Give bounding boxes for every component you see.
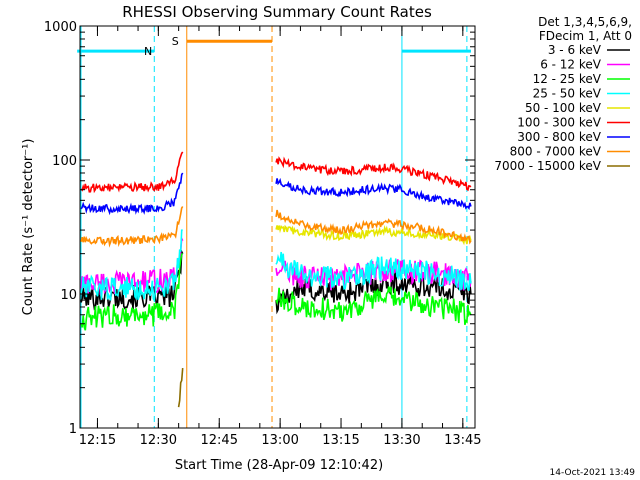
- chart-title: RHESSI Observing Summary Count Rates: [122, 3, 432, 21]
- legend-entry-label: 800 - 7000 keV: [510, 145, 602, 159]
- legend-header-line-1: Det 1,3,4,5,6,9,: [538, 15, 632, 29]
- series-line: [275, 156, 472, 192]
- y-axis-label: Count Rate (s⁻¹ detector⁻¹): [21, 139, 36, 316]
- legend-entry-label: 100 - 300 keV: [517, 116, 601, 130]
- y-tick-label: 100: [52, 154, 77, 169]
- series-line: [80, 229, 183, 303]
- legend-entry-label: 300 - 800 keV: [517, 130, 601, 144]
- x-tick-label: 13:45: [444, 433, 481, 448]
- series-layer: [80, 151, 472, 408]
- series-line: [80, 172, 184, 216]
- series-line: [80, 252, 183, 331]
- timestamp: 14-Oct-2021 13:49: [550, 468, 636, 478]
- series-line: [275, 177, 472, 211]
- legend-entry-label: 7000 - 15000 keV: [494, 159, 601, 173]
- y-tick-label: 1: [69, 422, 77, 437]
- series-line: [275, 251, 472, 291]
- series-line: [80, 151, 184, 194]
- annotation-label: N: [144, 45, 152, 58]
- legend-entry-label: 12 - 25 keV: [533, 72, 602, 86]
- series-line: [275, 209, 472, 245]
- series-line: [80, 206, 184, 248]
- x-tick-label: 13:00: [261, 433, 298, 448]
- x-tick-label: 13:15: [322, 433, 359, 448]
- series-line: [177, 368, 184, 408]
- x-tick-label: 12:30: [140, 433, 177, 448]
- x-tick-label: 12:45: [201, 433, 238, 448]
- plot-frame: [79, 25, 476, 429]
- legend-entry-label: 6 - 12 keV: [540, 58, 602, 72]
- legend: Det 1,3,4,5,6,9, FDecim 1, Att 0 3 - 6 k…: [494, 15, 632, 173]
- y-tick-label: 10: [60, 288, 77, 303]
- annotation-label: S: [172, 35, 179, 48]
- annotations-layer: NS: [77, 26, 471, 428]
- x-tick-label: 12:15: [79, 433, 116, 448]
- x-tick-label: 13:30: [383, 433, 420, 448]
- axes-layer: 1 10 100 1000 12:15 12:30 12:45 13:00 13:15 13:30…: [44, 20, 482, 448]
- y-tick-label: 1000: [44, 20, 77, 35]
- series-line: [275, 286, 472, 325]
- x-axis-label: Start Time (28-Apr-09 12:10:42): [175, 458, 383, 473]
- legend-entry-label: 25 - 50 keV: [533, 87, 602, 101]
- legend-entry-label: 3 - 6 keV: [548, 43, 602, 57]
- legend-header-line-2: FDecim 1, Att 0: [539, 29, 632, 43]
- legend-entry-label: 50 - 100 keV: [525, 101, 602, 115]
